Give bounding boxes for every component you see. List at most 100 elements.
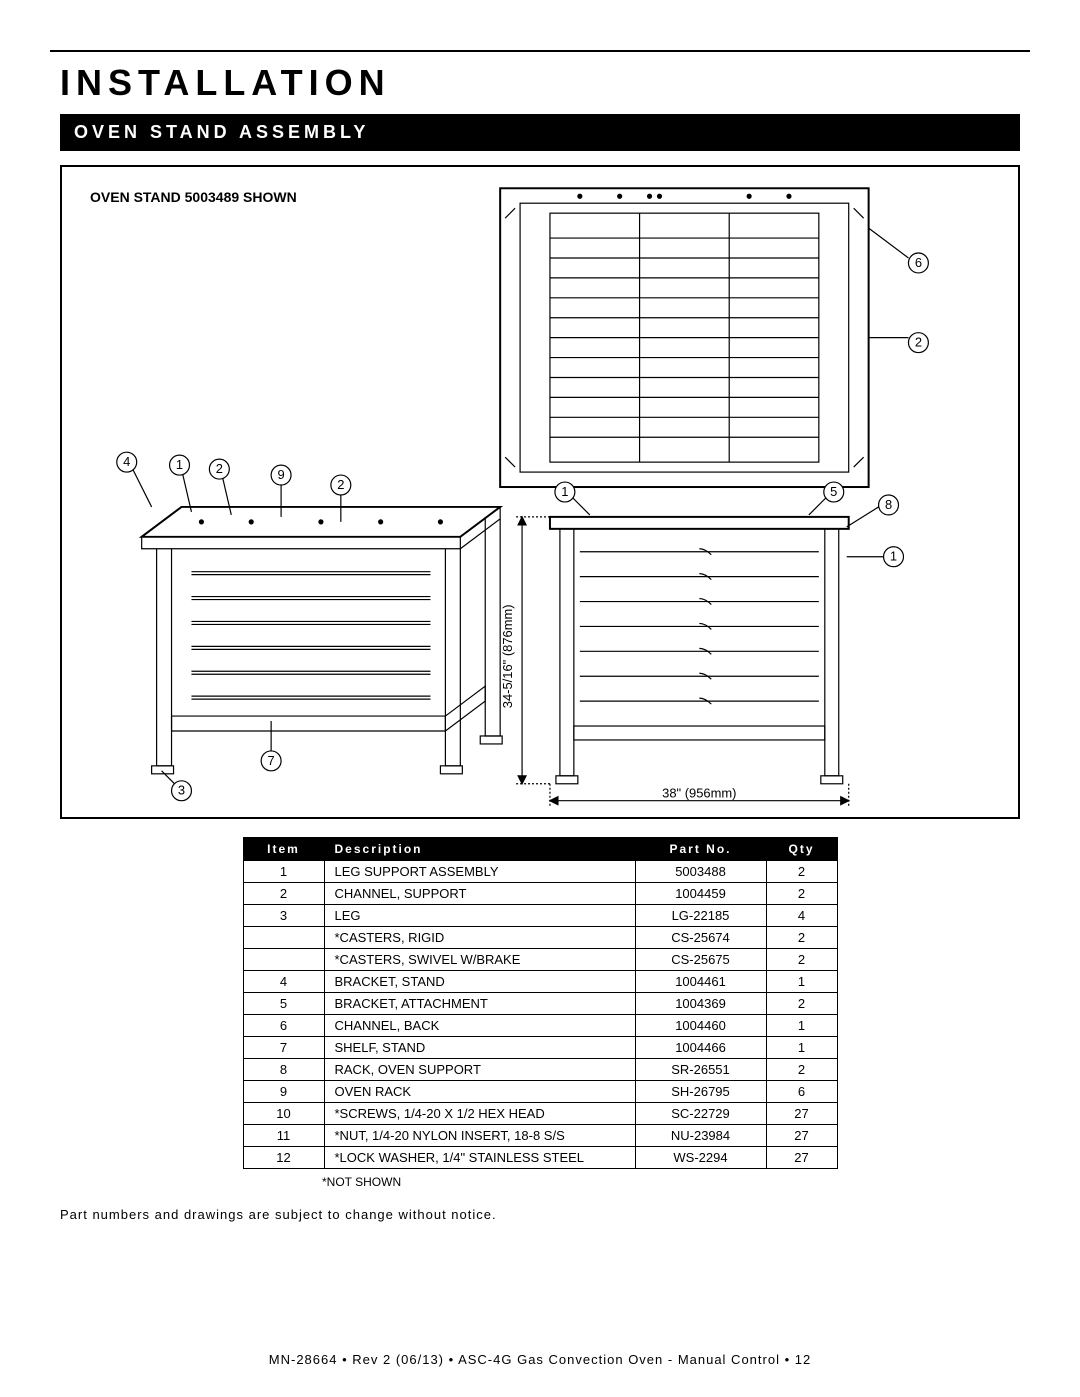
svg-text:4: 4 [123, 454, 130, 469]
table-cell: 11 [243, 1125, 324, 1147]
table-cell: 2 [766, 927, 837, 949]
table-row: 6CHANNEL, BACK10044601 [243, 1015, 837, 1037]
table-cell: LG-22185 [635, 905, 766, 927]
table-cell: 2 [766, 949, 837, 971]
table-row: 4BRACKET, STAND10044611 [243, 971, 837, 993]
drawing-frame: OVEN STAND 5003489 SHOWN [60, 165, 1020, 819]
table-cell: 2 [766, 861, 837, 883]
table-cell: 9 [243, 1081, 324, 1103]
table-cell: *CASTERS, SWIVEL W/BRAKE [324, 949, 635, 971]
svg-text:2: 2 [216, 461, 223, 476]
page-footer: MN-28664 • Rev 2 (06/13) • ASC-4G Gas Co… [60, 1352, 1020, 1367]
table-row: 9OVEN RACKSH-267956 [243, 1081, 837, 1103]
table-cell: RACK, OVEN SUPPORT [324, 1059, 635, 1081]
svg-text:2: 2 [915, 335, 922, 350]
section-title: INSTALLATION [60, 62, 1020, 104]
svg-text:34-5/16" (876mm): 34-5/16" (876mm) [500, 604, 515, 708]
table-cell: NU-23984 [635, 1125, 766, 1147]
table-cell: SC-22729 [635, 1103, 766, 1125]
table-cell: *LOCK WASHER, 1/4" STAINLESS STEEL [324, 1147, 635, 1169]
table-cell [243, 927, 324, 949]
table-cell: 1004459 [635, 883, 766, 905]
table-cell: WS-2294 [635, 1147, 766, 1169]
table-cell: 6 [766, 1081, 837, 1103]
table-cell: 2 [766, 883, 837, 905]
table-cell: *NUT, 1/4-20 NYLON INSERT, 18-8 S/S [324, 1125, 635, 1147]
table-cell: CHANNEL, SUPPORT [324, 883, 635, 905]
table-cell: 2 [766, 1059, 837, 1081]
svg-text:1: 1 [561, 484, 568, 499]
table-cell: BRACKET, ATTACHMENT [324, 993, 635, 1015]
table-row: 2CHANNEL, SUPPORT10044592 [243, 883, 837, 905]
table-cell: 12 [243, 1147, 324, 1169]
subsection-bar: OVEN STAND ASSEMBLY [60, 114, 1020, 151]
svg-text:3: 3 [178, 783, 185, 798]
svg-text:7: 7 [268, 753, 275, 768]
table-cell: BRACKET, STAND [324, 971, 635, 993]
table-cell: *SCREWS, 1/4-20 X 1/2 HEX HEAD [324, 1103, 635, 1125]
table-cell: CS-25675 [635, 949, 766, 971]
table-cell: 27 [766, 1103, 837, 1125]
table-cell: OVEN RACK [324, 1081, 635, 1103]
table-cell: 4 [766, 905, 837, 927]
table-cell: 2 [766, 993, 837, 1015]
table-cell: CHANNEL, BACK [324, 1015, 635, 1037]
table-row: 5BRACKET, ATTACHMENT10043692 [243, 993, 837, 1015]
svg-text:6: 6 [915, 255, 922, 270]
table-cell: 1 [766, 971, 837, 993]
svg-text:8: 8 [885, 497, 892, 512]
col-partno: Part No. [635, 838, 766, 861]
svg-text:9: 9 [277, 467, 284, 482]
table-cell: 27 [766, 1125, 837, 1147]
table-cell: 7 [243, 1037, 324, 1059]
col-qty: Qty [766, 838, 837, 861]
table-cell: LEG [324, 905, 635, 927]
table-cell: SR-26551 [635, 1059, 766, 1081]
table-cell: 1004461 [635, 971, 766, 993]
table-cell: *CASTERS, RIGID [324, 927, 635, 949]
page: INSTALLATION OVEN STAND ASSEMBLY OVEN ST… [0, 0, 1080, 1397]
svg-text:1: 1 [176, 457, 183, 472]
parts-table: Item Description Part No. Qty 1LEG SUPPO… [243, 837, 838, 1169]
table-cell: SH-26795 [635, 1081, 766, 1103]
table-cell: 1004460 [635, 1015, 766, 1037]
table-footnote: *NOT SHOWN [322, 1175, 1020, 1189]
parts-table-head: Item Description Part No. Qty [243, 838, 837, 861]
svg-text:2: 2 [337, 477, 344, 492]
table-cell [243, 949, 324, 971]
table-row: *CASTERS, RIGIDCS-256742 [243, 927, 837, 949]
table-cell: 1004369 [635, 993, 766, 1015]
table-row: 7SHELF, STAND10044661 [243, 1037, 837, 1059]
change-notice: Part numbers and drawings are subject to… [60, 1207, 1020, 1222]
table-cell: CS-25674 [635, 927, 766, 949]
table-cell: 27 [766, 1147, 837, 1169]
svg-text:5: 5 [830, 484, 837, 499]
top-rule [50, 50, 1030, 52]
table-cell: 10 [243, 1103, 324, 1125]
table-cell: SHELF, STAND [324, 1037, 635, 1059]
table-row: 10*SCREWS, 1/4-20 X 1/2 HEX HEADSC-22729… [243, 1103, 837, 1125]
assembly-diagram: 6 2 [62, 167, 1018, 817]
table-cell: 1004466 [635, 1037, 766, 1059]
parts-table-body: 1LEG SUPPORT ASSEMBLY500348822CHANNEL, S… [243, 861, 837, 1169]
table-cell: 3 [243, 905, 324, 927]
table-row: 1LEG SUPPORT ASSEMBLY50034882 [243, 861, 837, 883]
table-row: 12*LOCK WASHER, 1/4" STAINLESS STEELWS-2… [243, 1147, 837, 1169]
col-item: Item [243, 838, 324, 861]
table-cell: 1 [766, 1015, 837, 1037]
table-cell: 5003488 [635, 861, 766, 883]
table-cell: 2 [243, 883, 324, 905]
table-cell: 5 [243, 993, 324, 1015]
table-cell: 6 [243, 1015, 324, 1037]
table-cell: 1 [243, 861, 324, 883]
table-row: 11*NUT, 1/4-20 NYLON INSERT, 18-8 S/SNU-… [243, 1125, 837, 1147]
table-cell: 1 [766, 1037, 837, 1059]
col-description: Description [324, 838, 635, 861]
svg-text:1: 1 [890, 549, 897, 564]
table-row: *CASTERS, SWIVEL W/BRAKECS-256752 [243, 949, 837, 971]
table-row: 8RACK, OVEN SUPPORTSR-265512 [243, 1059, 837, 1081]
table-cell: 4 [243, 971, 324, 993]
svg-text:38" (956mm): 38" (956mm) [662, 786, 736, 801]
table-cell: 8 [243, 1059, 324, 1081]
table-row: 3LEGLG-221854 [243, 905, 837, 927]
